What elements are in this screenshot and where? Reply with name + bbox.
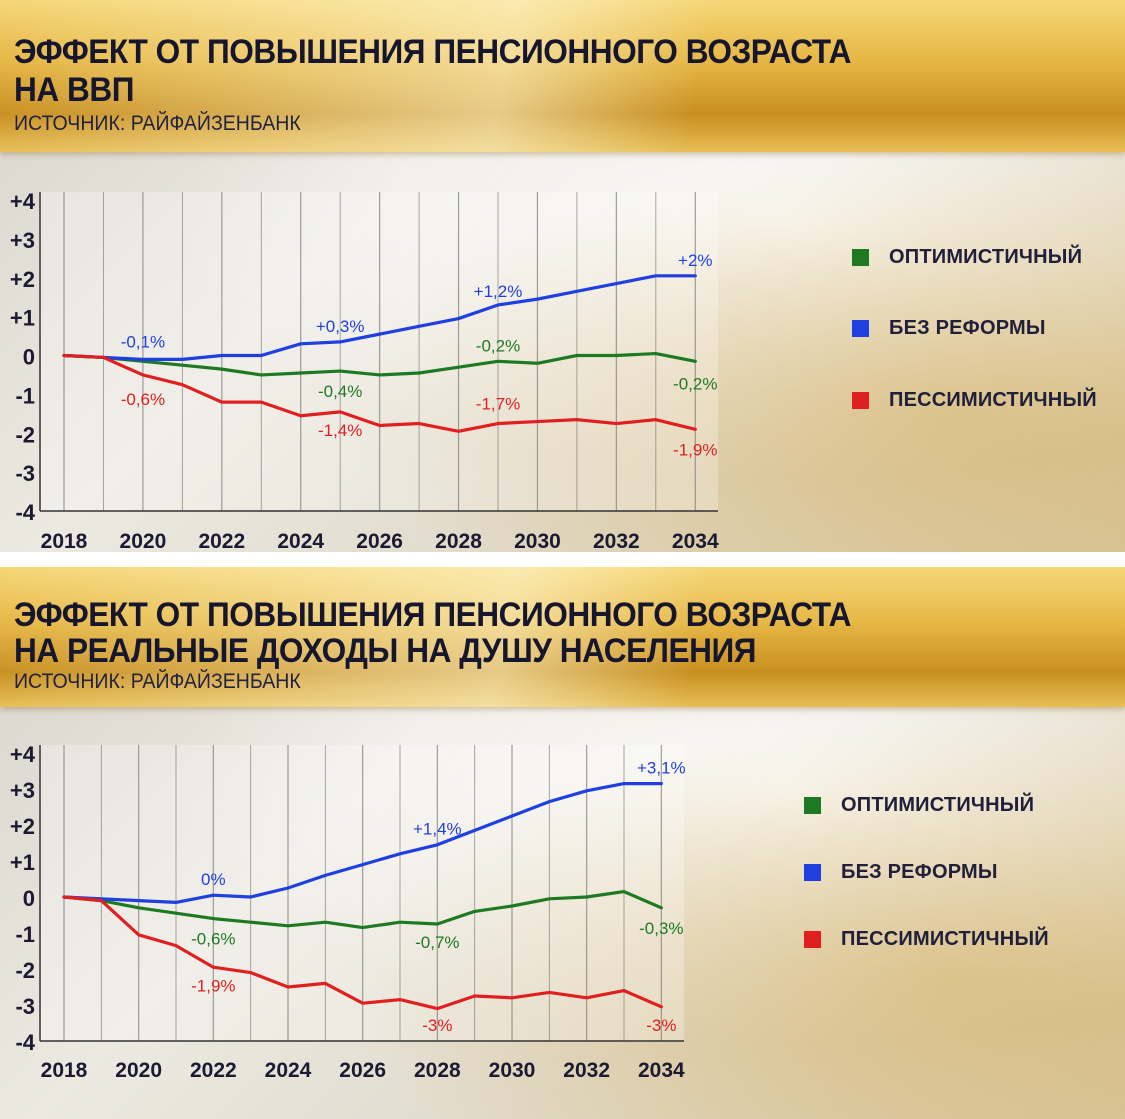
- legend-swatch-pessimistic: [852, 392, 869, 409]
- y-tick-label: -4: [15, 1030, 35, 1055]
- gdp-line-chart: +4 +3 +2 +1 0 -1 -2 -3 -4 2018 2020 2022 2024 2026 202…: [10, 189, 719, 552]
- legend-label-no-reform: БЕЗ РЕФОРМЫ: [889, 317, 1046, 339]
- income-chart-panel: ЭФФЕКТ ОТ ПОВЫШЕНИЯ ПЕНСИОННОГО ВОЗРАСТА…: [0, 567, 1125, 1119]
- y-tick-label: 0: [23, 345, 35, 370]
- legend-swatch-no-reform: [804, 864, 821, 881]
- series-line-pessimistic: [62, 353, 697, 433]
- series-line-pessimistic: [62, 895, 663, 1011]
- x-tick-label: 2028: [414, 1059, 461, 1082]
- x-tick-label: 2030: [514, 530, 561, 552]
- data-label: -0,2%: [476, 336, 520, 355]
- data-label: +1,2%: [474, 282, 523, 301]
- data-label: -1,9%: [673, 440, 717, 459]
- x-tick-label: 2026: [339, 1059, 386, 1082]
- data-label: -1,9%: [191, 976, 235, 995]
- data-label: -0,6%: [121, 390, 165, 409]
- x-tick-label: 2022: [190, 1059, 237, 1082]
- data-label: -3%: [422, 1016, 452, 1035]
- y-tick-label: -2: [15, 422, 35, 447]
- data-label: -1,7%: [476, 395, 520, 414]
- y-tick-label: -3: [15, 994, 35, 1019]
- x-tick-label: 2032: [563, 1059, 610, 1082]
- data-label: -3%: [646, 1016, 676, 1035]
- x-tick-label: 2018: [41, 530, 88, 552]
- chart-source: ИСТОЧНИК: РАЙФАЙЗЕНБАНК: [14, 670, 301, 693]
- series-line-no-reform: [62, 274, 697, 361]
- data-label: +1,4%: [413, 820, 462, 839]
- chart-title-line-2: НА РЕАЛЬНЫЕ ДОХОДЫ НА ДУШУ НАСЕЛЕНИЯ: [14, 632, 756, 670]
- chart-title-line-1: ЭФФЕКТ ОТ ПОВЫШЕНИЯ ПЕНСИОННОГО ВОЗРАСТА: [14, 33, 852, 71]
- data-label: +3,1%: [637, 758, 686, 777]
- series-line-optimistic: [62, 351, 697, 377]
- legend-label-pessimistic: ПЕССИМИСТИЧНЫЙ: [889, 389, 1097, 411]
- y-tick-label: +2: [10, 267, 35, 292]
- x-tick-label: 2024: [265, 1059, 312, 1082]
- data-label: -0,1%: [121, 332, 165, 351]
- y-tick-label: +2: [10, 814, 35, 839]
- y-tick-label: 0: [23, 886, 35, 911]
- x-tick-label: 2028: [435, 530, 482, 552]
- y-tick-label: +3: [10, 778, 35, 803]
- x-tick-label: 2018: [41, 1059, 88, 1082]
- y-tick-label: +4: [10, 189, 36, 214]
- data-label: -0,6%: [191, 930, 235, 949]
- y-tick-label: +3: [10, 228, 35, 253]
- x-tick-label: 2020: [120, 530, 167, 552]
- data-label: -0,4%: [318, 382, 362, 401]
- plot-area: [40, 192, 718, 511]
- x-tick-label: 2030: [489, 1059, 536, 1082]
- data-label: -1,4%: [318, 421, 362, 440]
- x-tick-label: 2034: [672, 530, 719, 552]
- legend-swatch-pessimistic: [804, 931, 821, 948]
- y-tick-label: +1: [10, 306, 35, 331]
- title-banner: ЭФФЕКТ ОТ ПОВЫШЕНИЯ ПЕНСИОННОГО ВОЗРАСТА…: [0, 0, 1125, 152]
- x-tick-label: 2034: [638, 1059, 685, 1082]
- y-tick-label: +1: [10, 850, 35, 875]
- title-banner: ЭФФЕКТ ОТ ПОВЫШЕНИЯ ПЕНСИОННОГО ВОЗРАСТА…: [0, 567, 1125, 707]
- data-label: 0%: [201, 870, 226, 889]
- x-tick-label: 2022: [198, 530, 245, 552]
- data-label: -0,3%: [639, 919, 683, 938]
- data-label: -0,7%: [415, 933, 459, 952]
- y-tick-label: -3: [15, 461, 35, 486]
- income-line-chart: +4 +3 +2 +1 0 -1 -2 -3 -4 2018 2020 2022 2024 2026 202…: [10, 742, 686, 1082]
- series-line-optimistic: [62, 890, 663, 930]
- x-tick-label: 2020: [115, 1059, 162, 1082]
- legend-label-pessimistic: ПЕССИМИСТИЧНЫЙ: [841, 928, 1049, 950]
- y-tick-label: -2: [15, 958, 35, 983]
- chart-title-line-1: ЭФФЕКТ ОТ ПОВЫШЕНИЯ ПЕНСИОННОГО ВОЗРАСТА: [14, 596, 852, 634]
- legend-label-optimistic: ОПТИМИСТИЧНЫЙ: [841, 794, 1035, 816]
- legend-label-optimistic: ОПТИМИСТИЧНЫЙ: [889, 246, 1083, 268]
- legend-swatch-optimistic: [852, 249, 869, 266]
- series-line-no-reform: [62, 782, 663, 904]
- data-label: +2%: [678, 251, 713, 270]
- y-tick-label: -4: [15, 500, 35, 525]
- legend-swatch-optimistic: [804, 797, 821, 814]
- x-tick-label: 2026: [356, 530, 403, 552]
- data-label: -0,2%: [673, 374, 717, 393]
- x-tick-label: 2024: [277, 530, 324, 552]
- x-tick-label: 2032: [593, 530, 640, 552]
- y-tick-label: -1: [15, 922, 35, 947]
- legend-swatch-no-reform: [852, 320, 869, 337]
- legend-label-no-reform: БЕЗ РЕФОРМЫ: [841, 861, 998, 883]
- y-tick-label: +4: [10, 742, 36, 767]
- y-tick-label: -1: [15, 383, 35, 408]
- chart-source: ИСТОЧНИК: РАЙФАЙЗЕНБАНК: [14, 112, 301, 135]
- gdp-chart-panel: ЭФФЕКТ ОТ ПОВЫШЕНИЯ ПЕНСИОННОГО ВОЗРАСТА…: [0, 0, 1125, 552]
- chart-title-line-2: НА ВВП: [14, 71, 135, 109]
- data-label: +0,3%: [316, 317, 365, 336]
